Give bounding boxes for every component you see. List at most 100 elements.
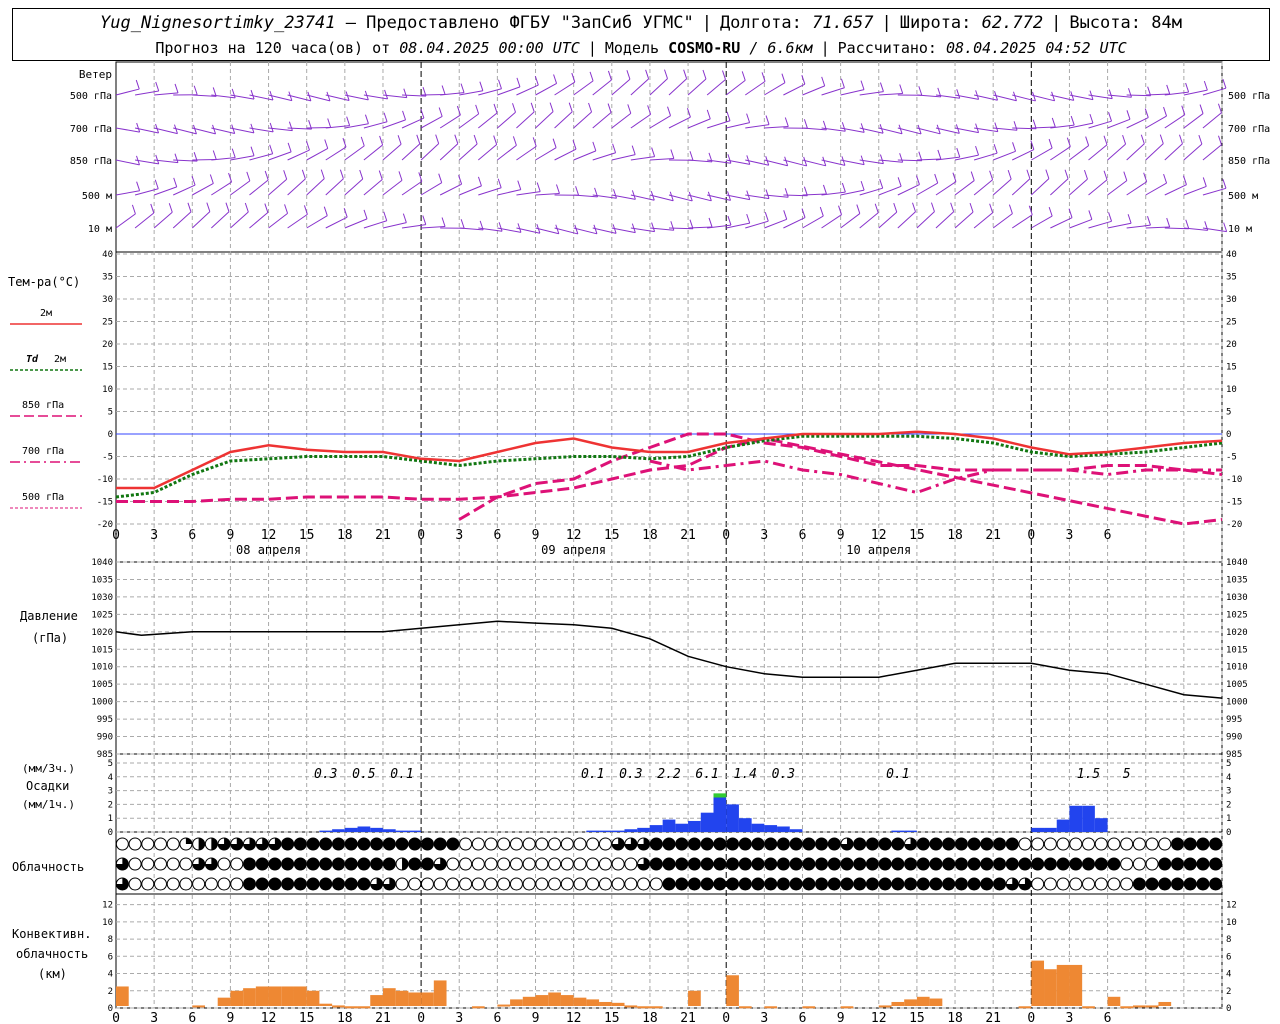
wind-barb-feather	[225, 202, 230, 212]
cloud-symbol	[370, 857, 384, 871]
wind-barb	[726, 159, 750, 165]
x-tick-label: 12	[261, 528, 277, 543]
cloud-symbol	[726, 857, 740, 871]
wind-barb-feather	[647, 105, 652, 115]
wind-barb-feather	[645, 69, 650, 79]
temp-tick-right: 30	[1226, 295, 1237, 305]
cloud-symbol	[598, 837, 612, 851]
cloud-symbol	[637, 877, 651, 891]
wind-barb	[1164, 227, 1189, 230]
cloud-symbol	[802, 857, 816, 871]
cloud-symbol	[1056, 837, 1070, 851]
cloud-symbol	[764, 857, 778, 871]
pressure-tick-left: 995	[97, 715, 113, 725]
precip-title: Осадки	[26, 779, 69, 793]
conv-bar	[929, 998, 943, 1006]
wind-barb	[668, 78, 687, 96]
cloud-symbol	[700, 877, 714, 891]
conv-bar	[738, 1006, 752, 1009]
pressure-unit: (гПа)	[32, 631, 68, 645]
wind-barb	[821, 214, 842, 229]
conv-bar	[904, 999, 917, 1006]
wind-barb	[325, 216, 348, 229]
cloud-symbol	[357, 877, 371, 891]
wind-barb	[115, 190, 140, 196]
wind-barb-feather	[475, 104, 480, 115]
conv-bar	[357, 1006, 371, 1009]
cloud-symbol	[509, 837, 523, 851]
temp-tick-left: 0	[108, 430, 113, 440]
conv-tick-right: 4	[1226, 970, 1231, 980]
cloud-fill	[637, 858, 650, 870]
wind-barb-feather	[1032, 119, 1037, 129]
wind-barb-feather	[384, 89, 389, 100]
wind-barb	[325, 178, 344, 196]
day-label-1: 08 апреля	[236, 543, 301, 557]
conv-bar	[433, 980, 447, 1006]
pressure-tick-right: 1035	[1226, 575, 1248, 585]
wind-barb	[573, 80, 594, 96]
cloud-symbol	[1069, 877, 1083, 891]
wind-barb	[1126, 224, 1151, 229]
cloud-symbol	[1018, 837, 1032, 851]
cloud-symbol	[738, 857, 752, 871]
conv-bar	[230, 990, 244, 1006]
wind-barb	[554, 227, 578, 235]
wind-barb	[420, 182, 442, 196]
cloud-symbol	[344, 857, 358, 871]
wind-barb-feather	[549, 102, 554, 112]
wind-barb	[249, 127, 274, 133]
x-tick-label-bottom: 6	[1104, 1011, 1112, 1024]
cloud-fill	[116, 857, 129, 870]
conv-tick-right: 2	[1226, 987, 1231, 997]
wind-barb	[783, 217, 806, 229]
wind-barb-feather	[155, 154, 160, 165]
wind-barb-feather	[250, 146, 255, 156]
wind-barb-feather	[288, 121, 293, 131]
wind-barb	[306, 94, 331, 102]
x-tick-label: 15	[604, 528, 620, 543]
temp-tick-left: 15	[102, 363, 113, 373]
precip-sum-label: 5	[1123, 767, 1131, 782]
wind-barb	[954, 127, 979, 134]
cloud-symbol	[306, 837, 320, 851]
precip-bar	[1031, 827, 1045, 832]
pressure-tick-left: 1035	[91, 575, 113, 585]
x-tick-label-bottom: 3	[150, 1011, 158, 1024]
cloud-symbol	[357, 837, 371, 851]
wind-barb	[211, 181, 232, 196]
cloud-symbol	[1158, 837, 1172, 851]
wind-barb-feather	[589, 71, 594, 82]
wind-barb	[1069, 145, 1089, 161]
x-tick-label-bottom: 21	[680, 1011, 696, 1024]
wind-barb	[649, 115, 671, 129]
wind-barb	[516, 191, 541, 196]
cloud-fill	[243, 838, 256, 850]
cloud-symbol	[1145, 857, 1159, 871]
cloud-symbol	[713, 857, 727, 871]
wind-barb	[382, 179, 403, 196]
wind-barb-feather	[631, 190, 636, 200]
wind-barb-feather	[801, 75, 806, 85]
x-tick-label-bottom: 6	[188, 1011, 196, 1024]
cloud-symbol	[675, 877, 689, 891]
temp-tick-right: 10	[1226, 385, 1237, 395]
conv-tick-left: 4	[108, 970, 113, 980]
cloud-symbol	[420, 837, 434, 851]
wind-barb-feather	[1089, 113, 1094, 124]
conv-bar	[116, 986, 129, 1006]
precip-tick-right: 0	[1226, 828, 1231, 838]
cloud-symbol	[115, 837, 129, 851]
wind-barb-feather	[154, 179, 159, 189]
cloud-symbol	[153, 857, 167, 871]
wind-barb-feather	[168, 203, 173, 213]
wind-barb-feather	[572, 140, 577, 150]
cloud-symbol	[853, 857, 867, 871]
x-tick-label-bottom: 15	[299, 1011, 315, 1024]
wind-barb	[954, 154, 979, 161]
cloud-fill	[383, 878, 396, 891]
wind-barb-feather	[1166, 217, 1171, 228]
x-tick-label-bottom: 0	[1027, 1011, 1035, 1024]
x-tick-label-bottom: 6	[493, 1011, 501, 1024]
